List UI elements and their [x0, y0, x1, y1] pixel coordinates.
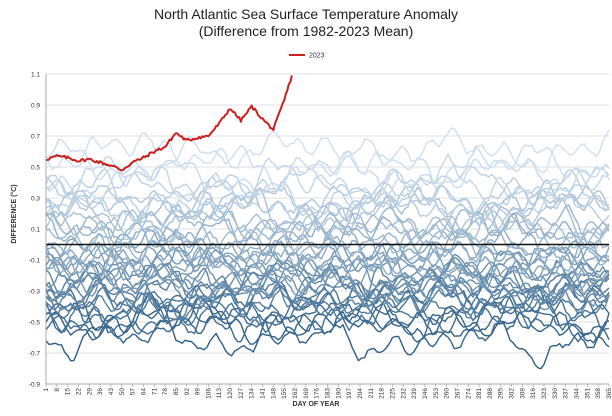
x-tick-label: 57	[130, 388, 137, 396]
legend-label-2023: 2023	[309, 53, 325, 60]
x-tick-label: 204	[357, 388, 364, 399]
y-axis-label: DIFFERENCE (°C)	[10, 184, 18, 243]
x-tick-label: 183	[325, 388, 332, 399]
y-tick-label: 0.1	[31, 226, 40, 233]
x-tick-label: 274	[465, 388, 472, 399]
x-tick-label: 148	[270, 388, 277, 399]
x-tick-label: 302	[509, 388, 516, 399]
series-line-bg-30	[45, 187, 610, 251]
x-tick-label: 50	[119, 388, 126, 396]
series-line-bg-21	[45, 234, 610, 284]
x-tick-label: 281	[476, 388, 483, 399]
x-tick-label: 344	[574, 388, 581, 399]
x-tick-label: 29	[86, 388, 93, 396]
x-tick-label: 351	[584, 388, 591, 399]
series-line-bg-27	[45, 204, 610, 261]
x-tick-label: 330	[552, 388, 559, 399]
x-tick-label: 106	[205, 388, 212, 399]
y-tick-label: 0.5	[31, 164, 40, 171]
series-line-bg-12	[45, 261, 610, 315]
x-tick-label: 162	[292, 388, 299, 399]
x-tick-label: 99	[195, 388, 202, 396]
chart-title: North Atlantic Sea Surface Temperature A…	[154, 6, 458, 22]
x-tick-label: 134	[249, 388, 256, 399]
x-tick-label: 253	[433, 388, 440, 399]
x-tick-label: 218	[379, 388, 386, 399]
series-line-bg-36	[45, 164, 610, 214]
x-tick-label: 85	[173, 388, 180, 396]
x-tick-label: 36	[97, 388, 104, 396]
x-tick-label: 120	[227, 388, 234, 399]
x-tick-label: 155	[281, 388, 288, 399]
y-tick-label: 1.1	[31, 71, 40, 78]
x-tick-label: 113	[216, 388, 223, 399]
series-line-bg-1	[45, 311, 610, 348]
x-tick-label: 316	[530, 388, 537, 399]
x-tick-label: 295	[498, 388, 505, 399]
x-tick-label: 309	[519, 388, 526, 399]
chart-subtitle: (Difference from 1982-2023 Mean)	[199, 23, 414, 39]
axes	[45, 74, 610, 387]
x-tick-label: 260	[444, 388, 451, 399]
series-line-bg-37	[45, 153, 610, 214]
y-tick-label: -0.1	[29, 257, 41, 264]
series-line-bg-8	[45, 272, 610, 326]
x-tick-label: 127	[238, 388, 245, 399]
y-tick-label: -0.7	[29, 350, 41, 357]
series-line-bg-35	[45, 167, 610, 226]
y-tick-label: -0.9	[29, 381, 41, 388]
x-tick-label: 78	[162, 388, 169, 396]
x-tick-label: 43	[108, 388, 115, 396]
gridlines	[46, 73, 609, 385]
background-series-group	[45, 127, 610, 370]
y-tick-label: -0.5	[29, 319, 41, 326]
highlight-series-group[interactable]	[45, 75, 293, 172]
x-tick-label: 1	[43, 388, 50, 392]
x-tick-label: 358	[595, 388, 602, 399]
y-tick-labels: -0.9 -0.7 -0.5 -0.3 -0.1 0.1 0.3 0.5 0.7 0.9 1.1	[29, 71, 41, 388]
x-tick-label: 15	[65, 388, 72, 396]
series-line-bg-31	[45, 179, 610, 246]
x-tick-label: 323	[541, 388, 548, 399]
x-tick-label: 71	[151, 388, 158, 396]
y-tick-label: 0.3	[31, 195, 40, 202]
series-line-bg-34	[45, 175, 610, 223]
series-line-bg-2	[45, 299, 610, 350]
x-tick-label: 365	[606, 388, 612, 399]
x-tick-label: 176	[314, 388, 321, 399]
x-tick-label: 197	[346, 388, 353, 399]
y-tick-label: 0.7	[31, 133, 40, 140]
x-tick-labels: 1 8 15 22 29 36 43 50 57 64 71 78 85 92 99 106 113 120 127…	[43, 388, 612, 399]
series-line-bg-33	[45, 184, 610, 227]
series-line-bg-40	[45, 127, 610, 176]
x-tick-label: 190	[335, 388, 342, 399]
legend[interactable]: 2023	[289, 53, 325, 60]
x-tick-label: 288	[487, 388, 494, 399]
x-tick-label: 225	[389, 388, 396, 399]
x-tick-label: 141	[260, 388, 267, 399]
x-tick-label: 8	[54, 388, 61, 392]
series-line-bg-39	[45, 136, 610, 193]
x-tick-label: 22	[75, 388, 82, 396]
x-tick-label: 169	[303, 388, 310, 399]
series-line-bg-23	[45, 228, 610, 275]
series-line-2023[interactable]	[45, 75, 293, 172]
series-line-bg-6	[45, 280, 610, 335]
x-tick-label: 246	[422, 388, 429, 399]
y-tick-label: 0.9	[31, 102, 40, 109]
y-tick-label: -0.3	[29, 288, 41, 295]
x-tick-label: 211	[368, 388, 375, 399]
x-tick-label: 64	[140, 388, 147, 396]
series-line-bg-25	[45, 212, 610, 273]
x-axis-label: DAY OF YEAR	[293, 401, 340, 408]
x-tick-label: 239	[411, 388, 418, 399]
x-tick-label: 267	[454, 388, 461, 399]
x-tick-label: 337	[563, 388, 570, 399]
x-tick-label: 92	[184, 388, 191, 396]
series-line-bg-18	[45, 242, 610, 297]
x-tick-label: 232	[400, 388, 407, 399]
series-line-bg-9	[45, 269, 610, 321]
